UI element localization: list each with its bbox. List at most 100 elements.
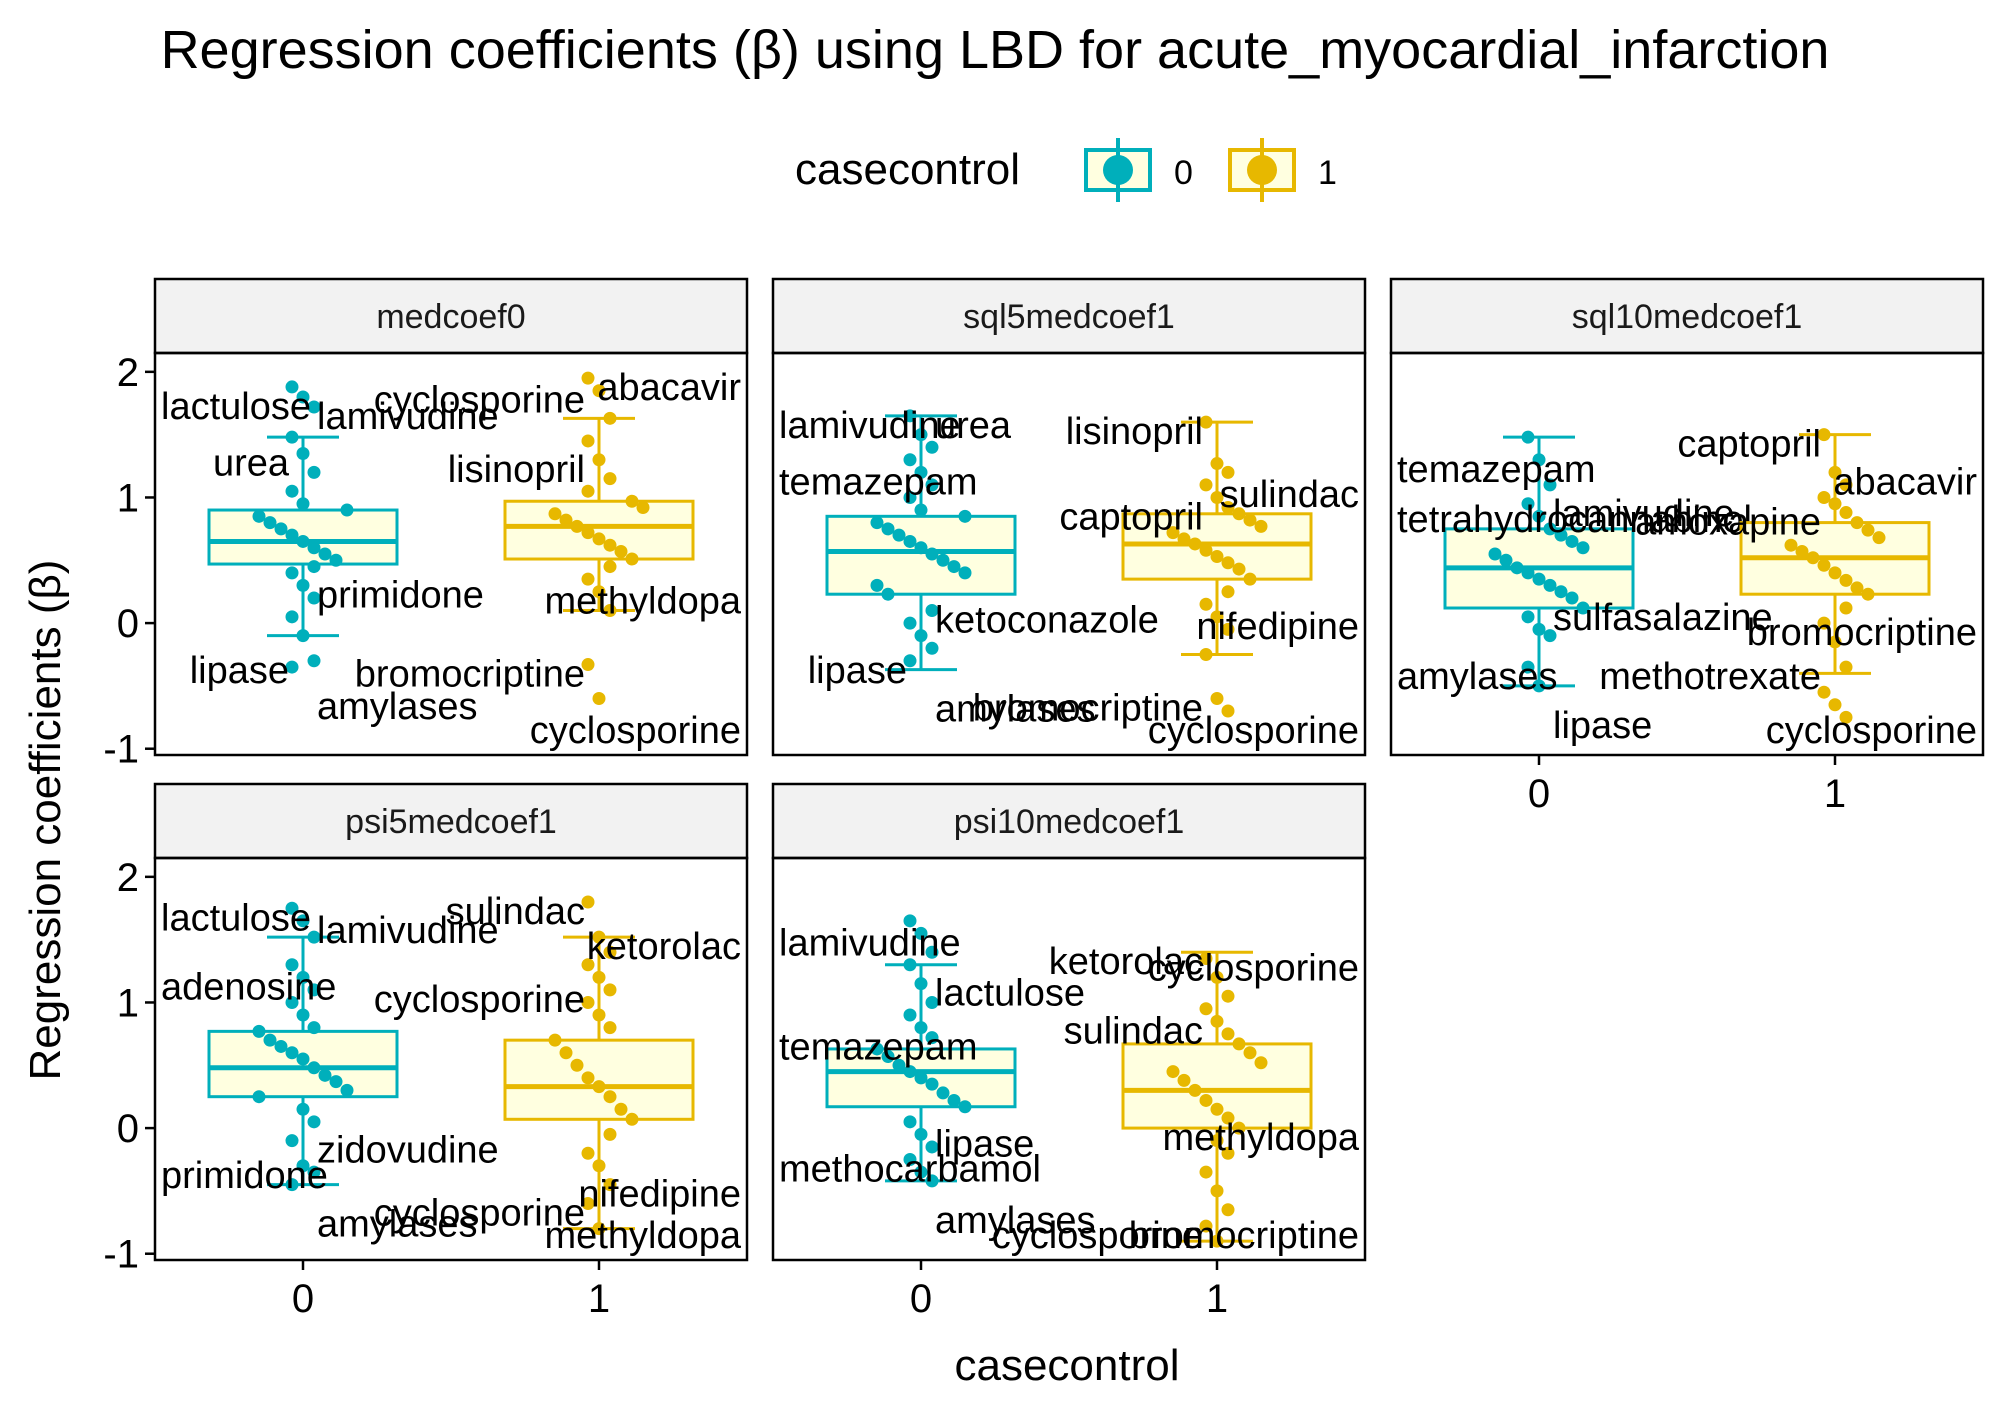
data-point [592,1008,606,1022]
data-point [914,541,928,555]
data-point [914,629,928,643]
data-point [581,995,595,1009]
facet-strip [771,782,1367,860]
box [503,1038,695,1121]
data-point [548,1033,562,1047]
data-point [285,995,299,1009]
data-point [1839,478,1853,492]
box-group: lisinopril sulindac captopril nifedipine bro… [973,411,1359,752]
data-point [1199,597,1213,611]
facet-strip-label: psi5medcoef1 [345,803,557,841]
point-label: cyclosporine [374,380,585,422]
box-group: ketorolaccyclosporinesulindacmethyldopac… [992,941,1360,1257]
data-point [625,552,639,566]
point-label: amylases [317,1204,478,1246]
point-label: lamivudine [317,910,499,952]
data-point [1532,509,1546,523]
data-point [625,494,639,508]
point-label: bromocriptine [973,687,1203,729]
data-point [592,585,606,599]
facet-panel: sql10medcoef1 0 1 temazepamlamivudinetetrah… [1389,277,1985,816]
data-point [581,958,595,972]
data-point [614,544,628,558]
data-point [296,970,310,984]
point-label: captopril [1677,424,1821,466]
data-point [1232,1121,1246,1135]
point-label: nifedipine [578,1174,741,1216]
point-label: methyldopa [1163,1117,1360,1159]
data-point [1532,679,1546,693]
data-point [870,578,884,592]
legend-entry: 0 [1084,138,1193,202]
data-point [570,1058,584,1072]
panel-border [153,351,749,757]
data-point [296,497,310,511]
data-point [1221,556,1235,570]
point-label: adenosine [161,966,336,1008]
data-point [581,658,595,672]
data-point [1243,513,1257,527]
data-point [958,566,972,580]
point-label: cyclosporine [374,1192,585,1234]
data-point [1861,523,1875,537]
data-point [603,472,617,486]
data-point [1828,566,1842,580]
data-point [1221,1027,1235,1041]
box [503,499,695,561]
data-point [1254,519,1268,533]
data-point [592,453,606,467]
data-point [1177,532,1191,546]
point-label: lamivudine [779,922,961,964]
data-point [1210,691,1224,705]
data-point [870,1042,884,1056]
data-point [1210,610,1224,624]
data-point [1221,585,1235,599]
data-point [1532,572,1546,586]
panel-border [771,856,1367,1262]
data-point [1166,1065,1180,1079]
data-point [925,1031,939,1045]
data-point [1806,551,1820,565]
data-point [1576,541,1590,555]
y-tick-label: 0 [117,1107,139,1151]
data-point [1199,543,1213,557]
data-point [892,1058,906,1072]
data-point [1199,648,1213,661]
facet-strip [153,277,749,355]
data-point [903,453,917,467]
data-point [263,1033,277,1047]
data-point [903,534,917,548]
data-point [296,914,310,928]
x-tick-label: 1 [1824,772,1846,816]
y-axis-title: Regression coefficients (β) [21,560,70,1081]
point-label: lactulose [935,973,1085,1015]
data-point [592,691,606,705]
point-label: lamivudine [317,396,499,438]
point-label: abacavir [1833,461,1977,503]
data-point [296,1052,310,1066]
data-point [340,1083,354,1097]
facet-panel: psi10medcoef1 0 1 lamivudine lactulose temaze… [771,782,1367,1321]
data-point [296,629,310,643]
data-point [1795,544,1809,558]
box [825,514,1017,596]
data-point [329,553,343,567]
y-tick-label: 1 [117,981,139,1025]
data-point [903,616,917,630]
data-point [296,1008,310,1022]
data-point [1839,573,1853,587]
data-point [1839,506,1853,520]
data-point [925,1140,939,1154]
data-point [1532,622,1546,636]
data-point [581,1146,595,1160]
data-point [603,604,617,618]
point-label: ketoconazole [935,600,1159,642]
data-point [581,1071,595,1085]
data-point [1828,497,1842,511]
facet-strip [771,277,1367,355]
data-point [274,1039,288,1053]
data-point [1817,685,1831,699]
data-point [603,538,617,552]
data-point [252,509,266,523]
data-point [870,516,884,530]
